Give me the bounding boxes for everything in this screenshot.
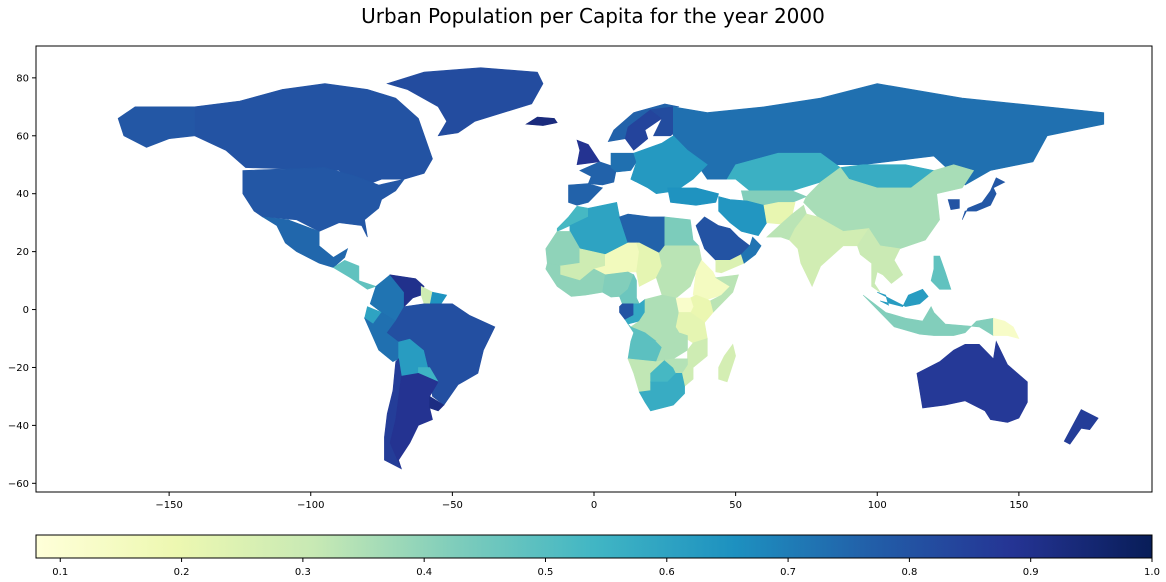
region-philippines: Philippines: 0.48 bbox=[930, 255, 952, 290]
region-greenland: Greenland: 0.82 bbox=[386, 67, 544, 137]
region-alaska: Alaska: 0.79 bbox=[117, 106, 195, 148]
region-southeast-asia: Southeast Asia: 0.3 bbox=[857, 227, 904, 293]
x-tick-label: 0 bbox=[591, 500, 597, 511]
map-regions: Canada: 0.8United States: 0.79 Alaska: 0.… bbox=[117, 67, 1105, 470]
x-tick-label: −150 bbox=[155, 500, 182, 511]
colorbar-tick-label: 0.1 bbox=[52, 567, 68, 578]
region-oman: Oman: 0.72 bbox=[740, 236, 762, 264]
y-tick-label: −60 bbox=[8, 479, 29, 490]
region-uruguay: Uruguay: 0.92 bbox=[429, 395, 445, 412]
region-south-africa: South Africa: 0.57 bbox=[638, 372, 685, 412]
region-madagascar: Madagascar: 0.27 bbox=[718, 343, 736, 383]
region-united-states: United States: 0.79 bbox=[242, 167, 405, 238]
colorbar-tick-label: 0.7 bbox=[780, 567, 796, 578]
x-tick-label: 150 bbox=[1009, 500, 1028, 511]
colorbar: 0.1 0.2 0.3 0.4 0.5 0.6 0.7 0.8 0.9 1.0 bbox=[35, 534, 1160, 578]
region-australia: Australia: 0.87 bbox=[916, 340, 1028, 423]
y-tick-label: 0 bbox=[23, 305, 29, 316]
region-germany: Germany: 0.73 bbox=[610, 152, 637, 173]
region-indonesia: Indonesia: 0.42 bbox=[862, 294, 994, 337]
region-france: France: 0.76 bbox=[579, 161, 618, 186]
y-tick-label: 80 bbox=[16, 73, 29, 84]
region-canada: Canada: 0.8 bbox=[194, 83, 433, 189]
colorbar-tick-label: 0.2 bbox=[174, 567, 190, 578]
region-papua-new-guinea: Papua New Guinea: 0.13 bbox=[993, 317, 1020, 339]
x-axis: −150 −100 −50 0 50 100 150 bbox=[155, 492, 1028, 511]
region-turkey: Turkey: 0.65 bbox=[667, 187, 719, 206]
region-iran: Iran: 0.64 bbox=[718, 196, 768, 237]
chart-title: Urban Population per Capita for the year… bbox=[361, 4, 825, 28]
region-eastern-europe: Eastern Europe: 0.63 bbox=[630, 135, 708, 195]
region-russia: Russia: 0.73 bbox=[672, 83, 1105, 186]
region-united-kingdom: United Kingdom: 0.89 bbox=[576, 139, 601, 166]
region-sweden: Sweden: 0.84 bbox=[624, 109, 663, 151]
colorbar-tick-label: 0.6 bbox=[659, 567, 675, 578]
x-tick-label: −100 bbox=[297, 500, 324, 511]
region-new-zealand: New Zealand: 0.86 bbox=[1063, 409, 1099, 445]
colorbar-tick-label: 0.8 bbox=[901, 567, 917, 578]
region-venezuela: Venezuela: 0.9 bbox=[389, 274, 425, 308]
colorbar-tick-label: 0.9 bbox=[1023, 567, 1039, 578]
y-tick-label: −20 bbox=[8, 363, 29, 374]
y-tick-label: 60 bbox=[16, 131, 29, 142]
colorbar-tick-label: 0.3 bbox=[295, 567, 311, 578]
region-zimbabwe: Zimbabwe: 0.34 bbox=[664, 358, 688, 374]
y-tick-label: −40 bbox=[8, 421, 29, 432]
region-japan: Japan: 0.79 bbox=[961, 177, 1006, 220]
region-egypt: Egypt: 0.43 bbox=[664, 216, 700, 247]
y-axis: −60 −40 −20 0 20 40 60 80 bbox=[8, 73, 36, 490]
region-central-america: Central America: 0.48 bbox=[332, 259, 377, 290]
region-malaysia: Malaysia: 0.62 bbox=[877, 288, 929, 307]
colorbar-tick-label: 0.4 bbox=[416, 567, 432, 578]
x-tick-label: 50 bbox=[729, 500, 742, 511]
x-tick-label: −50 bbox=[442, 500, 463, 511]
region-iceland: Iceland: 0.93 bbox=[525, 116, 558, 126]
region-brazil: Brazil: 0.81 bbox=[386, 303, 496, 406]
region-mozambique: Mozambique: 0.29 bbox=[681, 338, 708, 387]
y-tick-label: 40 bbox=[16, 189, 29, 200]
region-korea: Korea: 0.8 bbox=[947, 199, 960, 210]
colorbar-gradient bbox=[35, 534, 1153, 559]
colorbar-tick-label: 1.0 bbox=[1144, 567, 1160, 578]
region-spain: Spain: 0.76 bbox=[568, 183, 604, 206]
colorbar-ticks: 0.1 0.2 0.3 0.4 0.5 0.6 0.7 0.8 0.9 1.0 bbox=[52, 558, 1160, 578]
y-tick-label: 20 bbox=[16, 247, 29, 258]
region-mexico: Mexico: 0.75 bbox=[262, 216, 349, 268]
colorbar-tick-label: 0.5 bbox=[538, 567, 554, 578]
region-uganda: Uganda: 0.12 bbox=[675, 297, 694, 313]
x-tick-label: 100 bbox=[868, 500, 887, 511]
region-argentina: Argentina: 0.89 bbox=[389, 372, 439, 469]
